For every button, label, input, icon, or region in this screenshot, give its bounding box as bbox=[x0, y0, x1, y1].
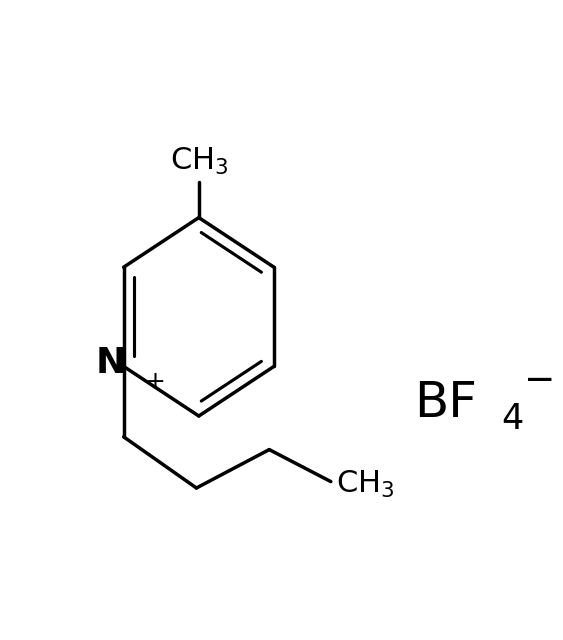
Text: 4: 4 bbox=[501, 402, 524, 436]
Text: CH$_3$: CH$_3$ bbox=[169, 146, 228, 177]
Text: −: − bbox=[524, 363, 555, 399]
Text: BF: BF bbox=[414, 379, 477, 428]
Text: CH$_3$: CH$_3$ bbox=[337, 469, 395, 500]
Text: +: + bbox=[144, 371, 165, 394]
Text: N: N bbox=[96, 346, 127, 380]
